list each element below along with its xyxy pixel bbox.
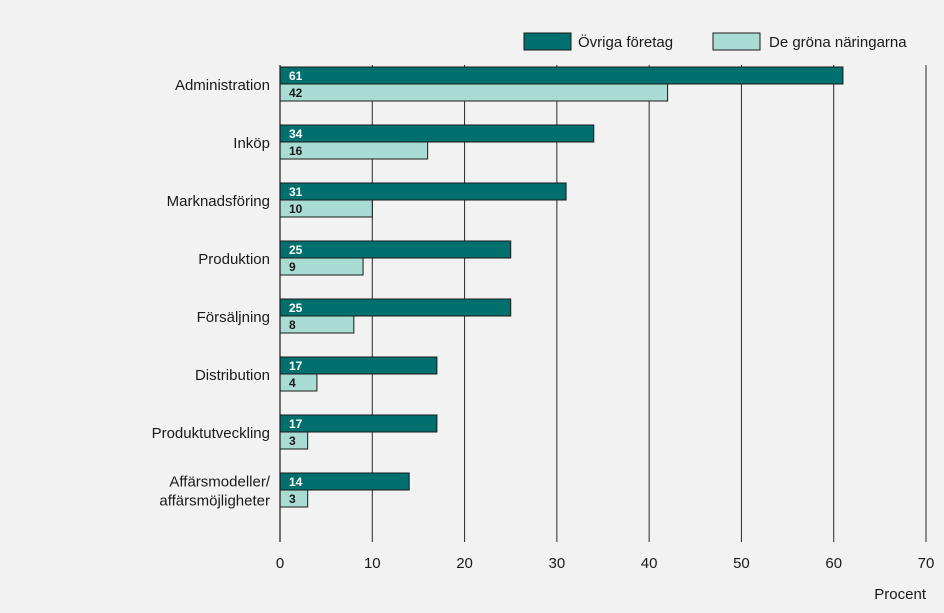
category-label-line: Marknadsföring [167,193,270,210]
bar [279,414,438,433]
category-label: Administration [175,77,270,94]
bar-value-label: 31 [289,185,303,199]
x-axis-title: Procent [874,586,927,603]
bar-value-label: 17 [289,417,303,431]
bar [279,356,438,375]
bar-value-label: 10 [289,202,303,216]
x-tick-label: 30 [549,555,566,572]
bar-value-label: 25 [289,301,303,315]
category-label-line: Produktion [198,251,270,268]
x-tick-label: 10 [364,555,381,572]
bar-value-label: 61 [289,69,303,83]
bars: 61 42 34 16 31 10 25 9 25 8 17 4 17 3 14 3 [279,66,844,508]
x-tick-label: 60 [825,555,842,572]
bar-value-label: 3 [289,492,296,506]
x-tick-label: 50 [733,555,750,572]
legend-label: De gröna näringarna [769,34,907,51]
x-tick-label: 70 [918,555,935,572]
category-label: Produktion [198,251,270,268]
category-label-line: Försäljning [197,309,270,326]
bar-value-label: 9 [289,260,296,274]
bar [279,373,318,392]
legend-label: Övriga företag [578,33,673,51]
category-label-line: affärsmöjligheter [159,493,270,510]
category-label: Distribution [195,367,270,384]
bar-value-label: 8 [289,318,296,332]
bar-value-label: 4 [289,376,296,390]
bar-value-label: 14 [289,475,303,489]
bar-value-label: 16 [289,144,303,158]
bar [279,240,512,259]
x-tick-label: 20 [456,555,473,572]
category-label-line: Affärsmodeller/ [169,474,270,491]
gridlines [371,65,927,542]
category-label: Inköp [233,135,270,152]
bar-value-label: 42 [289,86,303,100]
bar-value-label: 34 [289,127,303,141]
category-label: Marknadsföring [167,193,270,210]
bar [279,298,512,317]
bar-value-label: 3 [289,434,296,448]
x-tick-label: 40 [641,555,658,572]
bar [279,124,595,143]
bar [279,182,567,201]
legend-swatch [712,32,761,51]
category-label: Affärsmodeller/affärsmöjligheter [159,474,270,510]
x-tick-label: 0 [276,555,284,572]
axes: Administration Inköp Marknadsföring Produkt… [152,65,935,603]
category-label-line: Administration [175,77,270,94]
legend: Övriga företag De gröna näringarna [523,32,907,51]
bar [279,66,844,85]
bar [279,83,669,102]
bar-value-label: 25 [289,243,303,257]
bar-value-label: 17 [289,359,303,373]
legend-swatch [523,32,572,51]
category-label: Försäljning [197,309,270,326]
category-label: Produktutveckling [152,425,270,442]
category-label-line: Distribution [195,367,270,384]
category-label-line: Produktutveckling [152,425,270,442]
category-label-line: Inköp [233,135,270,152]
